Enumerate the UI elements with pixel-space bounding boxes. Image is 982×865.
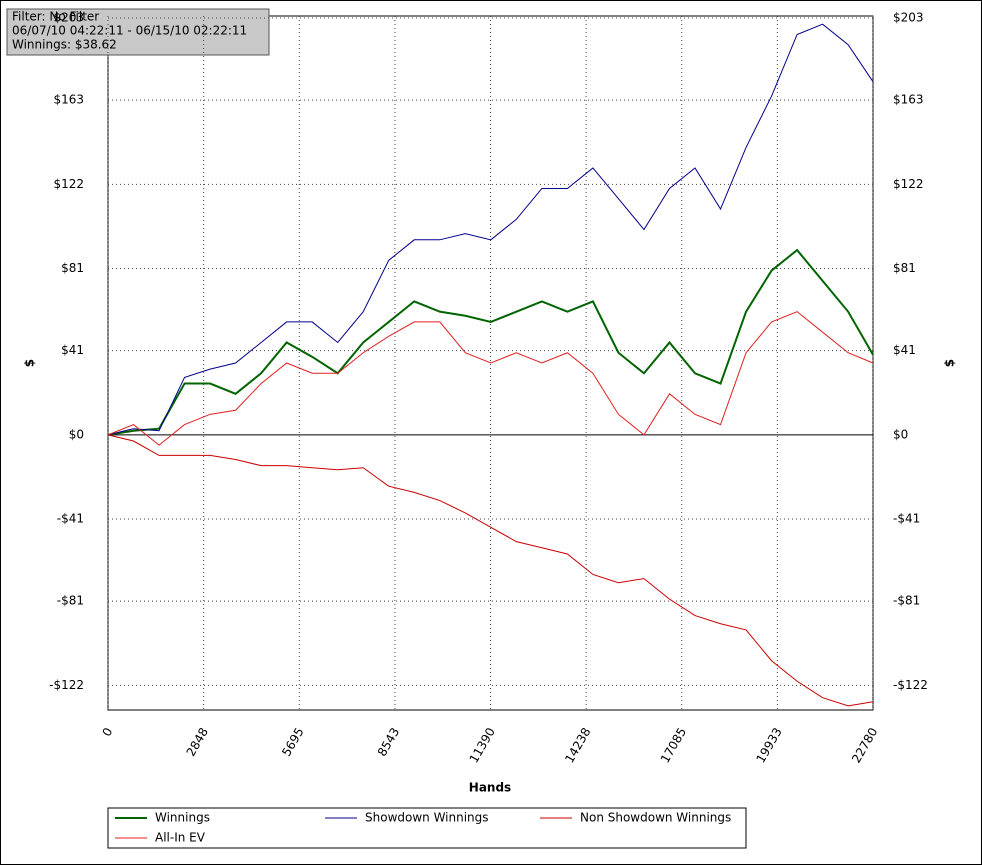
y-tick-label: $0 bbox=[69, 427, 84, 441]
legend-label: Non Showdown Winnings bbox=[580, 811, 731, 825]
series-line bbox=[107, 23, 874, 436]
y-tick-label: $81 bbox=[61, 261, 84, 275]
series-line bbox=[107, 311, 874, 446]
y2-tick-label: -$81 bbox=[893, 594, 920, 608]
y2-tick-label: $0 bbox=[893, 427, 908, 441]
y-tick-label: -$122 bbox=[49, 678, 84, 692]
filter-text: Winnings: $38.62 bbox=[12, 38, 117, 52]
legend-label: Winnings bbox=[155, 811, 210, 825]
filter-box bbox=[6, 8, 270, 56]
y-tick-label: $163 bbox=[53, 93, 84, 107]
y-tick-label: $41 bbox=[61, 343, 84, 357]
y2-tick-label: $203 bbox=[893, 11, 924, 25]
y2-tick-label: $122 bbox=[893, 177, 924, 191]
y2-tick-label: -$122 bbox=[893, 678, 928, 692]
y2-axis-label: $ bbox=[943, 359, 957, 367]
y2-tick-label: -$41 bbox=[893, 512, 920, 526]
series-line bbox=[107, 434, 874, 707]
series-line bbox=[107, 248, 874, 436]
y-tick-label: $122 bbox=[53, 177, 84, 191]
y-tick-label: $203 bbox=[53, 11, 84, 25]
x-axis-label: Hands bbox=[469, 781, 511, 795]
legend-box bbox=[107, 807, 747, 849]
filter-text: Filter: No Filter bbox=[12, 10, 99, 24]
filter-text: 06/07/10 04:22:11 - 06/15/10 02:22:11 bbox=[12, 24, 247, 38]
y-axis-label: $ bbox=[23, 359, 37, 367]
y-tick-label: -$41 bbox=[57, 512, 84, 526]
legend-label: Showdown Winnings bbox=[365, 811, 489, 825]
y2-tick-label: $81 bbox=[893, 261, 916, 275]
y2-tick-label: $41 bbox=[893, 343, 916, 357]
legend-label: All-In EV bbox=[155, 831, 206, 845]
y2-tick-label: $163 bbox=[893, 93, 924, 107]
y-tick-label: -$81 bbox=[57, 594, 84, 608]
